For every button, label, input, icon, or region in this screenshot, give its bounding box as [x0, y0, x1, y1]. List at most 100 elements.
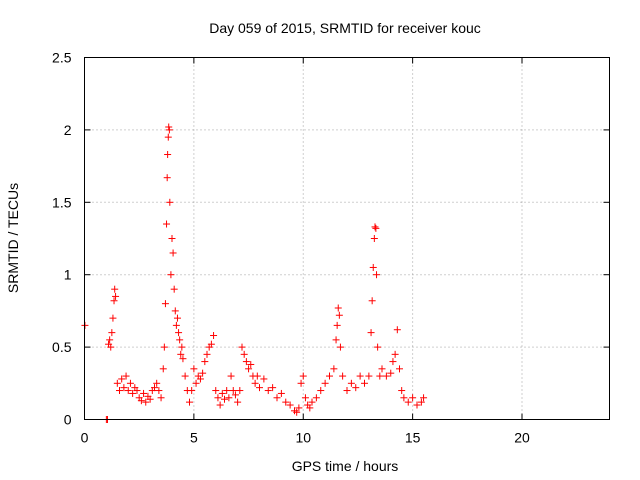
data-point [242, 358, 250, 366]
data-point [142, 398, 150, 406]
data-point [110, 297, 118, 305]
data-point [159, 365, 167, 373]
data-point [339, 372, 347, 380]
data-point [146, 395, 154, 403]
data-point [225, 394, 233, 402]
chart-title: Day 059 of 2015, SRMTID for receiver kou… [209, 20, 481, 36]
data-point [420, 394, 428, 402]
data-point [413, 401, 421, 409]
data-point [326, 372, 333, 380]
data-point [221, 395, 228, 403]
data-point [129, 389, 137, 397]
data-point [111, 285, 119, 293]
data-point [382, 372, 390, 380]
data-point [179, 355, 187, 363]
data-point [369, 263, 377, 271]
y-tick-label: 1.5 [52, 194, 72, 210]
data-point [107, 343, 115, 351]
x-tick-label: 15 [405, 430, 421, 446]
data-point [264, 387, 272, 395]
data-point [282, 398, 290, 406]
data-point [166, 198, 174, 206]
data-point [113, 379, 121, 387]
data-point [223, 387, 231, 395]
data-point [165, 123, 173, 131]
data-point [190, 365, 198, 373]
data-point [333, 321, 341, 329]
data-point [347, 379, 355, 387]
data-point [116, 387, 123, 395]
y-tick-label: 2.5 [52, 50, 72, 66]
data-point [181, 372, 189, 380]
data-point [175, 329, 183, 337]
data-point [330, 365, 338, 373]
data-point [168, 235, 176, 242]
data-point [108, 329, 116, 337]
data-point [312, 394, 320, 402]
data-point [374, 343, 382, 351]
data-points [81, 123, 428, 423]
data-point [210, 332, 218, 340]
data-point [199, 369, 207, 377]
y-tick-label: 2 [64, 122, 72, 138]
plot-frame [84, 57, 610, 420]
data-point [122, 372, 130, 380]
data-point [172, 321, 180, 329]
data-point [229, 387, 237, 395]
data-point [240, 350, 248, 358]
data-point [409, 394, 417, 402]
data-point [214, 394, 222, 402]
tick-layer [84, 57, 610, 420]
data-point [367, 329, 375, 337]
data-point [137, 397, 145, 405]
data-point [376, 372, 384, 380]
data-point [163, 174, 171, 182]
data-point [212, 387, 220, 395]
data-point [404, 398, 412, 406]
data-point [109, 314, 117, 322]
data-point [120, 384, 128, 392]
data-point [165, 126, 173, 134]
x-tick-label: 20 [514, 430, 530, 446]
data-point [170, 285, 178, 293]
x-tick-label: 0 [81, 430, 89, 446]
grid-layer [84, 57, 610, 420]
data-point [389, 358, 397, 366]
data-point [169, 249, 177, 257]
data-point [155, 387, 163, 395]
data-point [299, 372, 307, 380]
data-point [133, 387, 141, 395]
data-point [343, 387, 351, 395]
data-point [293, 408, 301, 416]
data-point [177, 350, 185, 358]
data-point [227, 372, 235, 380]
data-point [124, 387, 132, 395]
data-point [387, 369, 395, 377]
data-point [400, 394, 408, 402]
data-point [192, 379, 200, 387]
data-point [336, 343, 344, 351]
y-tick-label: 0.5 [52, 339, 72, 355]
data-point [372, 224, 380, 232]
data-point [163, 220, 171, 228]
data-point [173, 314, 181, 322]
data-point [370, 235, 378, 242]
data-point [373, 271, 381, 279]
x-tick-label: 10 [295, 430, 311, 446]
data-point [201, 358, 209, 366]
data-point [153, 379, 161, 387]
data-point [332, 336, 340, 344]
data-point [157, 394, 165, 402]
data-point [218, 389, 226, 397]
data-point [295, 404, 303, 412]
data-point [256, 384, 263, 392]
x-tick-label: 5 [190, 430, 198, 446]
data-point [176, 336, 184, 344]
data-point [391, 350, 399, 358]
data-point [238, 343, 246, 351]
data-point [216, 401, 224, 409]
y-tick-label: 1 [64, 267, 72, 283]
data-point [203, 350, 211, 358]
data-point [196, 375, 204, 383]
